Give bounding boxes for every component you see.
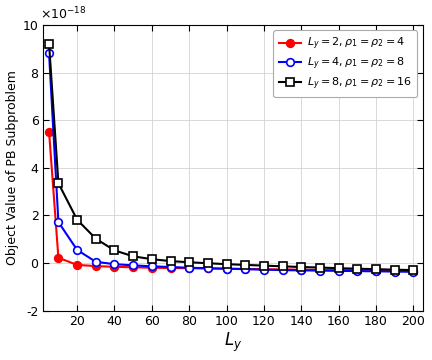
$L_y = 4, \rho_1 = \rho_2 = 8$ — [392, 269, 397, 274]
$L_y = 4, \rho_1 = \rho_2 = 8$ — [112, 262, 117, 266]
Line: $L_y = 2, \rho_1 = \rho_2 = 4$: $L_y = 2, \rho_1 = \rho_2 = 4$ — [45, 128, 417, 275]
$L_y = 4, \rho_1 = \rho_2 = 8$ — [261, 267, 267, 272]
Line: $L_y = 4, \rho_1 = \rho_2 = 8$: $L_y = 4, \rho_1 = \rho_2 = 8$ — [45, 50, 417, 276]
$L_y = 8, \rho_1 = \rho_2 = 16$ — [411, 268, 416, 272]
$L_y = 8, \rho_1 = \rho_2 = 16$ — [224, 262, 229, 266]
$L_y = 4, \rho_1 = \rho_2 = 8$ — [336, 269, 341, 273]
$L_y = 2, \rho_1 = \rho_2 = 4$ — [47, 130, 52, 134]
$L_y = 2, \rho_1 = \rho_2 = 4$ — [93, 264, 98, 268]
$L_y = 8, \rho_1 = \rho_2 = 16$ — [355, 266, 360, 271]
Text: $\times10^{-18}$: $\times10^{-18}$ — [40, 5, 86, 22]
$L_y = 4, \rho_1 = \rho_2 = 8$ — [318, 269, 323, 273]
$L_y = 8, \rho_1 = \rho_2 = 16$ — [280, 264, 285, 269]
$L_y = 8, \rho_1 = \rho_2 = 16$ — [318, 265, 323, 270]
$L_y = 8, \rho_1 = \rho_2 = 16$ — [261, 264, 267, 268]
$L_y = 4, \rho_1 = \rho_2 = 8$ — [299, 268, 304, 273]
$L_y = 2, \rho_1 = \rho_2 = 4$ — [74, 263, 79, 267]
$L_y = 8, \rho_1 = \rho_2 = 16$ — [187, 260, 192, 265]
$L_y = 4, \rho_1 = \rho_2 = 8$ — [224, 266, 229, 271]
$L_y = 4, \rho_1 = \rho_2 = 8$ — [373, 269, 378, 274]
$L_y = 2, \rho_1 = \rho_2 = 4$ — [149, 266, 154, 270]
$L_y = 8, \rho_1 = \rho_2 = 16$ — [112, 248, 117, 252]
$L_y = 8, \rho_1 = \rho_2 = 16$ — [149, 257, 154, 261]
$L_y = 2, \rho_1 = \rho_2 = 4$ — [373, 269, 378, 273]
$L_y = 2, \rho_1 = \rho_2 = 4$ — [243, 267, 248, 271]
$L_y = 8, \rho_1 = \rho_2 = 16$ — [74, 217, 79, 222]
$L_y = 4, \rho_1 = \rho_2 = 8$ — [130, 263, 136, 267]
$L_y = 2, \rho_1 = \rho_2 = 4$ — [299, 267, 304, 272]
$L_y = 2, \rho_1 = \rho_2 = 4$ — [205, 266, 210, 271]
$L_y = 8, \rho_1 = \rho_2 = 16$ — [56, 181, 61, 185]
Line: $L_y = 8, \rho_1 = \rho_2 = 16$: $L_y = 8, \rho_1 = \rho_2 = 16$ — [45, 40, 418, 274]
$L_y = 2, \rho_1 = \rho_2 = 4$ — [355, 268, 360, 273]
$L_y = 2, \rho_1 = \rho_2 = 4$ — [392, 269, 397, 273]
X-axis label: $L_y$: $L_y$ — [224, 331, 242, 355]
$L_y = 8, \rho_1 = \rho_2 = 16$ — [243, 263, 248, 267]
$L_y = 2, \rho_1 = \rho_2 = 4$ — [168, 266, 173, 270]
$L_y = 8, \rho_1 = \rho_2 = 16$ — [392, 267, 397, 272]
$L_y = 4, \rho_1 = \rho_2 = 8$ — [149, 264, 154, 269]
$L_y = 8, \rho_1 = \rho_2 = 16$ — [299, 265, 304, 269]
$L_y = 2, \rho_1 = \rho_2 = 4$ — [224, 266, 229, 271]
$L_y = 8, \rho_1 = \rho_2 = 16$ — [373, 267, 378, 271]
$L_y = 8, \rho_1 = \rho_2 = 16$ — [130, 254, 136, 258]
$L_y = 4, \rho_1 = \rho_2 = 8$ — [56, 220, 61, 224]
$L_y = 2, \rho_1 = \rho_2 = 4$ — [411, 269, 416, 273]
$L_y = 8, \rho_1 = \rho_2 = 16$ — [205, 261, 210, 265]
$L_y = 2, \rho_1 = \rho_2 = 4$ — [130, 265, 136, 269]
$L_y = 4, \rho_1 = \rho_2 = 8$ — [47, 51, 52, 56]
$L_y = 2, \rho_1 = \rho_2 = 4$ — [112, 265, 117, 269]
$L_y = 2, \rho_1 = \rho_2 = 4$ — [56, 256, 61, 260]
$L_y = 8, \rho_1 = \rho_2 = 16$ — [168, 259, 173, 263]
$L_y = 2, \rho_1 = \rho_2 = 4$ — [280, 267, 285, 271]
$L_y = 4, \rho_1 = \rho_2 = 8$ — [74, 248, 79, 252]
$L_y = 4, \rho_1 = \rho_2 = 8$ — [355, 269, 360, 273]
$L_y = 4, \rho_1 = \rho_2 = 8$ — [205, 266, 210, 270]
$L_y = 8, \rho_1 = \rho_2 = 16$ — [93, 237, 98, 241]
$L_y = 4, \rho_1 = \rho_2 = 8$ — [168, 265, 173, 269]
$L_y = 4, \rho_1 = \rho_2 = 8$ — [243, 267, 248, 271]
$L_y = 4, \rho_1 = \rho_2 = 8$ — [280, 268, 285, 272]
$L_y = 8, \rho_1 = \rho_2 = 16$ — [336, 266, 341, 270]
$L_y = 4, \rho_1 = \rho_2 = 8$ — [187, 266, 192, 270]
Legend: $L_y = 2, \rho_1 = \rho_2 = 4$, $L_y = 4, \rho_1 = \rho_2 = 8$, $L_y = 8, \rho_1: $L_y = 2, \rho_1 = \rho_2 = 4$, $L_y = 4… — [273, 31, 417, 98]
$L_y = 8, \rho_1 = \rho_2 = 16$ — [47, 42, 52, 46]
Y-axis label: Object Value of PB Subproblem: Object Value of PB Subproblem — [6, 70, 19, 265]
$L_y = 2, \rho_1 = \rho_2 = 4$ — [336, 268, 341, 272]
$L_y = 4, \rho_1 = \rho_2 = 8$ — [411, 270, 416, 274]
$L_y = 2, \rho_1 = \rho_2 = 4$ — [261, 267, 267, 271]
$L_y = 2, \rho_1 = \rho_2 = 4$ — [318, 268, 323, 272]
$L_y = 2, \rho_1 = \rho_2 = 4$ — [187, 266, 192, 270]
$L_y = 4, \rho_1 = \rho_2 = 8$ — [93, 260, 98, 264]
